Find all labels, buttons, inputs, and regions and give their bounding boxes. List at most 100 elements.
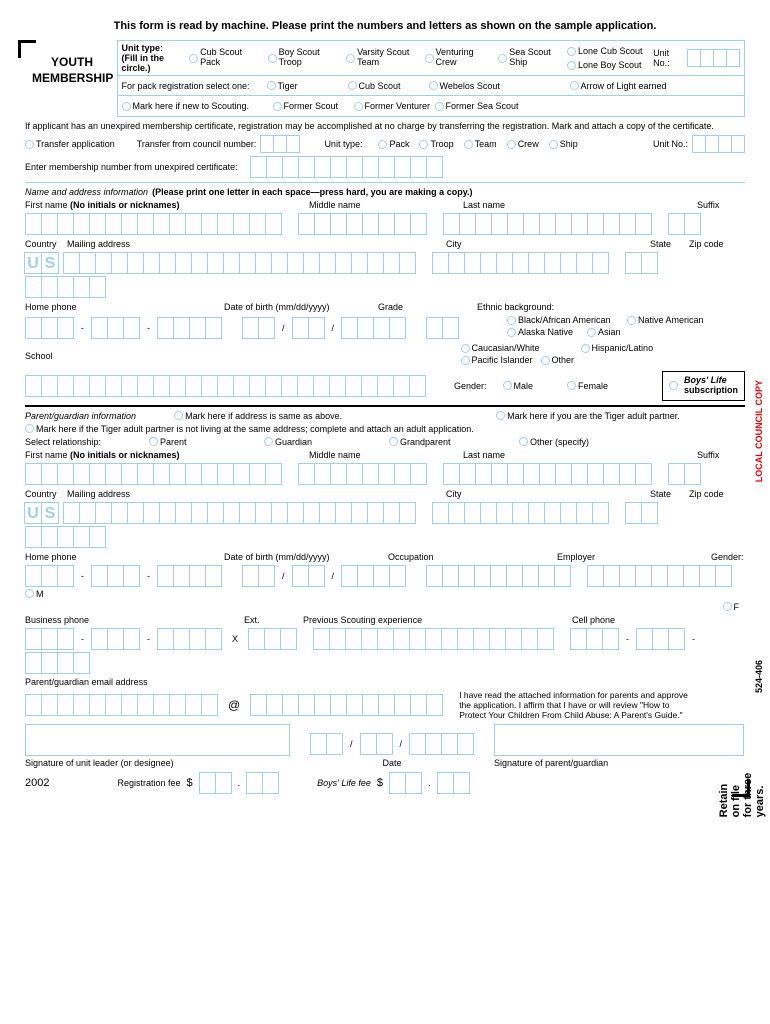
radio-female[interactable]: Female bbox=[567, 381, 608, 391]
membership-boxes[interactable] bbox=[250, 156, 443, 178]
pg-phone-area[interactable] bbox=[25, 565, 74, 587]
radio-venturing-crew[interactable]: VenturingCrew bbox=[425, 48, 493, 68]
radio-black[interactable]: Black/African American bbox=[507, 315, 617, 325]
bl-fee-whole[interactable] bbox=[389, 772, 422, 794]
occupation-boxes[interactable] bbox=[426, 565, 571, 587]
radio-parent[interactable]: Parent bbox=[149, 437, 254, 447]
radio-m[interactable]: M bbox=[25, 589, 44, 599]
radio-native[interactable]: Native American bbox=[627, 315, 707, 325]
radio-pacific[interactable]: Pacific Islander bbox=[461, 355, 531, 365]
pg-dob-dd[interactable] bbox=[292, 565, 325, 587]
pg-dob-mm[interactable] bbox=[242, 565, 275, 587]
city-boxes[interactable] bbox=[432, 252, 609, 274]
radio-varsity-team[interactable]: Varsity ScoutTeam bbox=[346, 48, 418, 68]
unit-no-boxes2[interactable] bbox=[692, 135, 745, 153]
radio-team[interactable]: Team bbox=[464, 139, 497, 149]
radio-asian[interactable]: Asian bbox=[587, 327, 621, 337]
dob-mm-boxes[interactable] bbox=[242, 317, 275, 339]
radio-f[interactable]: F bbox=[723, 602, 740, 612]
first-name-boxes[interactable] bbox=[25, 213, 282, 235]
employer-boxes[interactable] bbox=[587, 565, 732, 587]
radio-lone-cub[interactable]: Lone Cub Scout bbox=[567, 46, 643, 56]
country-boxes[interactable]: US bbox=[25, 252, 59, 274]
radio-male[interactable]: Male bbox=[503, 381, 534, 391]
ext-boxes[interactable] bbox=[248, 628, 297, 650]
sig-date-mm[interactable] bbox=[310, 733, 343, 755]
pg-city-boxes[interactable] bbox=[432, 502, 609, 524]
radio-hispanic[interactable]: Hispanic/Latino bbox=[581, 343, 661, 353]
reg-fee-cents[interactable] bbox=[246, 772, 279, 794]
bus-phone-prefix[interactable] bbox=[91, 628, 140, 650]
bus-phone-area[interactable] bbox=[25, 628, 74, 650]
radio-lone-boy[interactable]: Lone Boy Scout bbox=[567, 60, 643, 70]
phone-prefix-boxes[interactable] bbox=[91, 317, 140, 339]
phone-suffix-boxes[interactable] bbox=[157, 317, 222, 339]
pg-phone-suffix[interactable] bbox=[157, 565, 222, 587]
grade-boxes[interactable] bbox=[426, 317, 459, 339]
title-line2: MEMBERSHIP bbox=[32, 71, 112, 87]
bus-phone-suffix[interactable] bbox=[157, 628, 222, 650]
transfer-council-boxes[interactable] bbox=[260, 135, 300, 153]
phone-area-boxes[interactable] bbox=[25, 317, 74, 339]
radio-crew[interactable]: Crew bbox=[507, 139, 539, 149]
radio-guardian[interactable]: Guardian bbox=[264, 437, 379, 447]
radio-tiger-partner[interactable]: Mark here if you are the Tiger adult par… bbox=[496, 411, 680, 421]
radio-ship[interactable]: Ship bbox=[549, 139, 578, 149]
radio-former-scout[interactable]: Former Scout bbox=[273, 101, 348, 111]
school-boxes[interactable] bbox=[25, 375, 426, 397]
pg-last-name-boxes[interactable] bbox=[443, 463, 652, 485]
email-domain-boxes[interactable] bbox=[250, 694, 443, 716]
radio-arrow-light[interactable]: Arrow of Light earned bbox=[570, 81, 667, 91]
radio-pack[interactable]: Pack bbox=[378, 139, 409, 149]
pg-country-boxes[interactable]: US bbox=[25, 502, 59, 524]
radio-boy-scout-troop[interactable]: Boy ScoutTroop bbox=[268, 48, 340, 68]
cell-phone-prefix[interactable] bbox=[636, 628, 685, 650]
radio-cub-scout[interactable]: Cub Scout bbox=[348, 81, 423, 91]
pg-phone-prefix[interactable] bbox=[91, 565, 140, 587]
sig-date-dd[interactable] bbox=[360, 733, 393, 755]
radio-webelos[interactable]: Webelos Scout bbox=[429, 81, 564, 91]
boys-life-box[interactable]: Boys' Lifesubscription bbox=[662, 371, 745, 401]
cell-phone-suffix[interactable] bbox=[25, 652, 90, 674]
radio-troop[interactable]: Troop bbox=[419, 139, 453, 149]
sig-date-yyyy[interactable] bbox=[409, 733, 474, 755]
radio-former-sea[interactable]: Former Sea Scout bbox=[435, 101, 519, 111]
radio-sea-scout-ship[interactable]: Sea ScoutShip bbox=[498, 48, 561, 68]
radio-grandparent[interactable]: Grandparent bbox=[389, 437, 509, 447]
radio-other-specify[interactable]: Other (specify) bbox=[519, 437, 589, 447]
sig-leader-box[interactable] bbox=[25, 724, 290, 756]
radio-new-scouting[interactable]: Mark here if new to Scouting. bbox=[122, 101, 267, 111]
dash-icon: - bbox=[623, 634, 632, 644]
unit-no-boxes[interactable] bbox=[687, 49, 740, 67]
pg-dob-yyyy[interactable] bbox=[341, 565, 406, 587]
mailing-boxes[interactable] bbox=[63, 252, 416, 274]
radio-tiger[interactable]: Tiger bbox=[267, 81, 342, 91]
prev-scouting-boxes[interactable] bbox=[313, 628, 554, 650]
radio-tiger-not-same[interactable]: Mark here if the Tiger adult partner is … bbox=[25, 424, 474, 434]
radio-transfer-app[interactable]: Transfer application bbox=[25, 139, 115, 149]
radio-former-venturer[interactable]: Former Venturer bbox=[354, 101, 429, 111]
pg-zip-boxes[interactable] bbox=[25, 526, 106, 548]
radio-other[interactable]: Other bbox=[541, 355, 575, 365]
middle-name-boxes[interactable] bbox=[298, 213, 427, 235]
pg-mailing-boxes[interactable] bbox=[63, 502, 416, 524]
last-name-boxes[interactable] bbox=[443, 213, 652, 235]
pg-state-boxes[interactable] bbox=[625, 502, 658, 524]
state-boxes[interactable] bbox=[625, 252, 658, 274]
dob-yyyy-boxes[interactable] bbox=[341, 317, 406, 339]
radio-cub-scout-pack[interactable]: Cub ScoutPack bbox=[189, 48, 261, 68]
radio-alaska[interactable]: Alaska Native bbox=[507, 327, 577, 337]
radio-same-address[interactable]: Mark here if address is same as above. bbox=[174, 411, 342, 421]
suffix-boxes[interactable] bbox=[668, 213, 701, 235]
bl-fee-cents[interactable] bbox=[437, 772, 470, 794]
reg-fee-whole[interactable] bbox=[199, 772, 232, 794]
pg-middle-name-boxes[interactable] bbox=[298, 463, 427, 485]
cell-phone-area[interactable] bbox=[570, 628, 619, 650]
dob-dd-boxes[interactable] bbox=[292, 317, 325, 339]
zip-boxes[interactable] bbox=[25, 276, 106, 298]
sig-parent-box[interactable] bbox=[494, 724, 744, 756]
pg-suffix-boxes[interactable] bbox=[668, 463, 701, 485]
pg-first-name-boxes[interactable] bbox=[25, 463, 282, 485]
radio-caucasian[interactable]: Caucasian/White bbox=[461, 343, 571, 353]
email-user-boxes[interactable] bbox=[25, 694, 218, 716]
